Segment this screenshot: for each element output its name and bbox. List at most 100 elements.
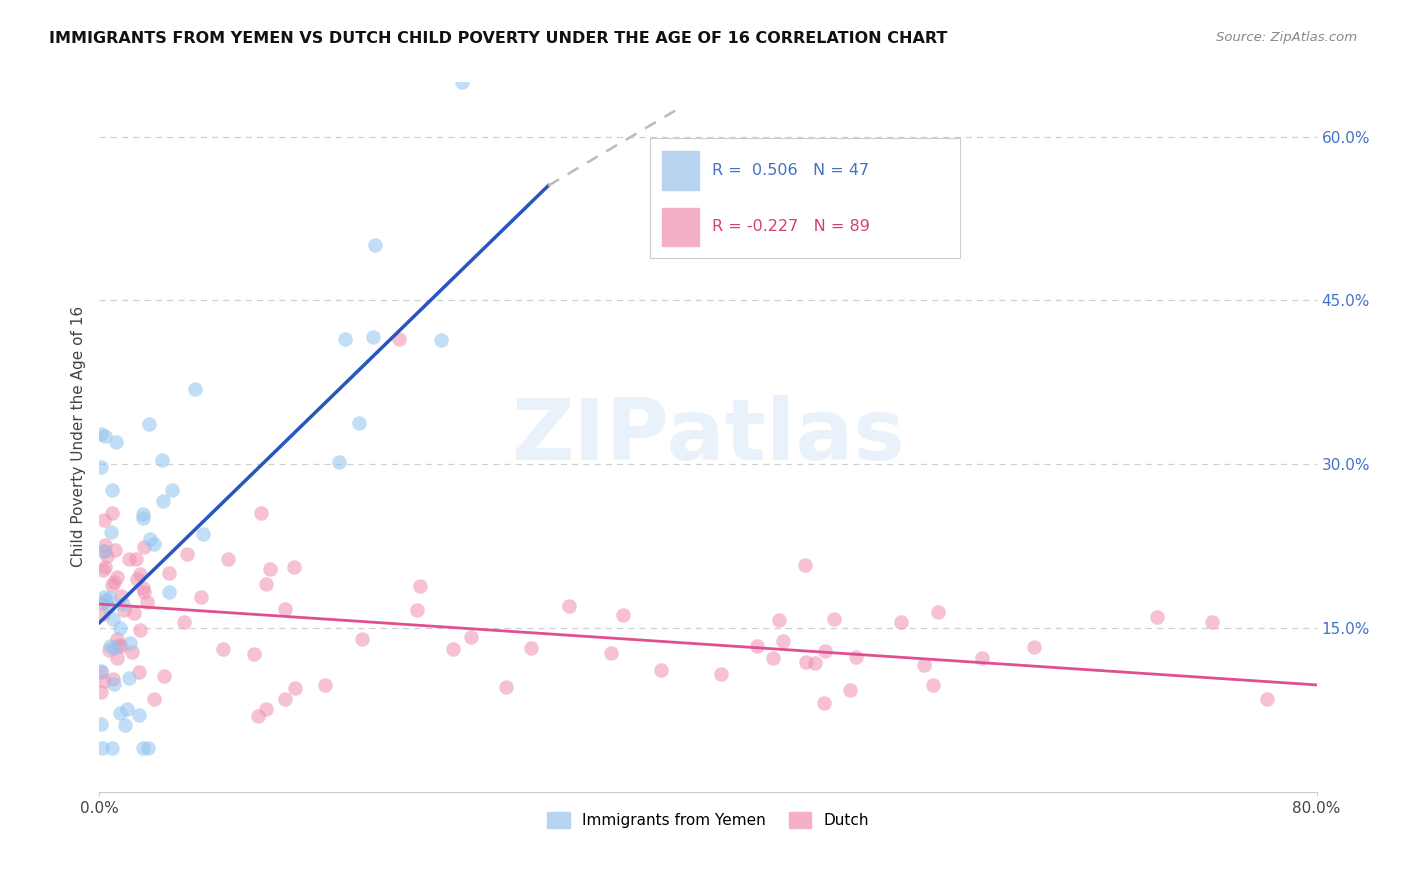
Text: R =  0.506   N = 47: R = 0.506 N = 47 xyxy=(711,163,869,178)
Point xyxy=(105,632,128,647)
Point xyxy=(93,513,115,527)
Point xyxy=(128,707,150,722)
Point xyxy=(838,683,860,698)
Point xyxy=(217,552,239,566)
Point xyxy=(97,600,120,615)
Point xyxy=(242,647,264,661)
Point xyxy=(125,552,148,566)
Point xyxy=(108,621,131,635)
Point xyxy=(93,590,115,604)
Legend: Immigrants from Yemen, Dutch: Immigrants from Yemen, Dutch xyxy=(541,805,876,834)
Point xyxy=(90,664,112,678)
Point xyxy=(129,624,152,638)
Point xyxy=(108,706,131,721)
Point xyxy=(105,569,128,583)
Point xyxy=(94,560,117,574)
Point xyxy=(90,716,112,731)
Point xyxy=(388,332,411,346)
Point xyxy=(132,585,155,599)
Point xyxy=(152,494,174,508)
Point xyxy=(100,591,122,605)
Point xyxy=(361,329,384,343)
Point xyxy=(157,566,180,580)
Point xyxy=(921,678,943,692)
Point xyxy=(121,645,143,659)
Text: Source: ZipAtlas.com: Source: ZipAtlas.com xyxy=(1216,31,1357,45)
Point xyxy=(328,455,350,469)
Point xyxy=(128,665,150,679)
Point xyxy=(157,584,180,599)
Point xyxy=(94,428,117,442)
Point xyxy=(122,606,145,620)
Point xyxy=(110,639,132,653)
Point xyxy=(101,612,124,626)
Point xyxy=(111,597,134,611)
FancyBboxPatch shape xyxy=(662,151,699,190)
Point xyxy=(211,642,233,657)
Point xyxy=(150,452,173,467)
Point xyxy=(94,593,117,607)
Text: ZIPatlas: ZIPatlas xyxy=(512,395,905,478)
Point xyxy=(612,608,634,623)
Point xyxy=(98,640,121,654)
Point xyxy=(101,577,124,591)
Point xyxy=(96,549,118,564)
Point xyxy=(710,667,733,681)
Point xyxy=(101,483,124,497)
Point xyxy=(91,607,114,621)
Point xyxy=(90,459,112,474)
Point xyxy=(101,507,124,521)
Point xyxy=(430,333,453,347)
Point xyxy=(460,630,482,644)
Point xyxy=(804,656,827,670)
Point xyxy=(274,602,297,616)
Point xyxy=(105,435,128,450)
Point xyxy=(90,685,112,699)
Point xyxy=(91,741,114,756)
Point xyxy=(118,552,141,566)
Point xyxy=(599,646,621,660)
Point xyxy=(1201,615,1223,629)
Point xyxy=(409,578,432,592)
Point xyxy=(103,574,125,589)
Point xyxy=(100,525,122,540)
Point xyxy=(813,696,835,710)
Point xyxy=(254,702,277,716)
Point xyxy=(927,605,949,619)
FancyBboxPatch shape xyxy=(662,208,699,246)
Point xyxy=(441,642,464,657)
Point xyxy=(118,671,141,685)
Text: R = -0.227   N = 89: R = -0.227 N = 89 xyxy=(711,219,870,235)
Point xyxy=(350,632,373,647)
Point xyxy=(259,562,281,576)
Point xyxy=(254,577,277,591)
Point xyxy=(1256,691,1278,706)
Point xyxy=(814,644,837,658)
Point xyxy=(405,603,427,617)
Point xyxy=(519,641,541,656)
Point xyxy=(1146,609,1168,624)
Point xyxy=(364,238,387,252)
Point xyxy=(557,599,579,613)
Point xyxy=(890,615,912,629)
Point xyxy=(794,655,817,669)
Point xyxy=(249,506,271,520)
Y-axis label: Child Poverty Under the Age of 16: Child Poverty Under the Age of 16 xyxy=(72,306,86,567)
Point xyxy=(745,639,768,653)
Point xyxy=(136,594,159,608)
Point xyxy=(104,543,127,558)
Point xyxy=(93,543,115,558)
Point xyxy=(91,563,114,577)
Point xyxy=(823,612,845,626)
Point xyxy=(101,672,124,686)
Point xyxy=(90,665,112,680)
Point xyxy=(115,702,138,716)
Point xyxy=(93,673,115,688)
Point xyxy=(138,417,160,431)
Point xyxy=(132,507,155,521)
Point xyxy=(112,603,135,617)
Point xyxy=(762,651,785,665)
Point xyxy=(1022,640,1045,654)
Point xyxy=(132,581,155,595)
Point xyxy=(90,597,112,611)
